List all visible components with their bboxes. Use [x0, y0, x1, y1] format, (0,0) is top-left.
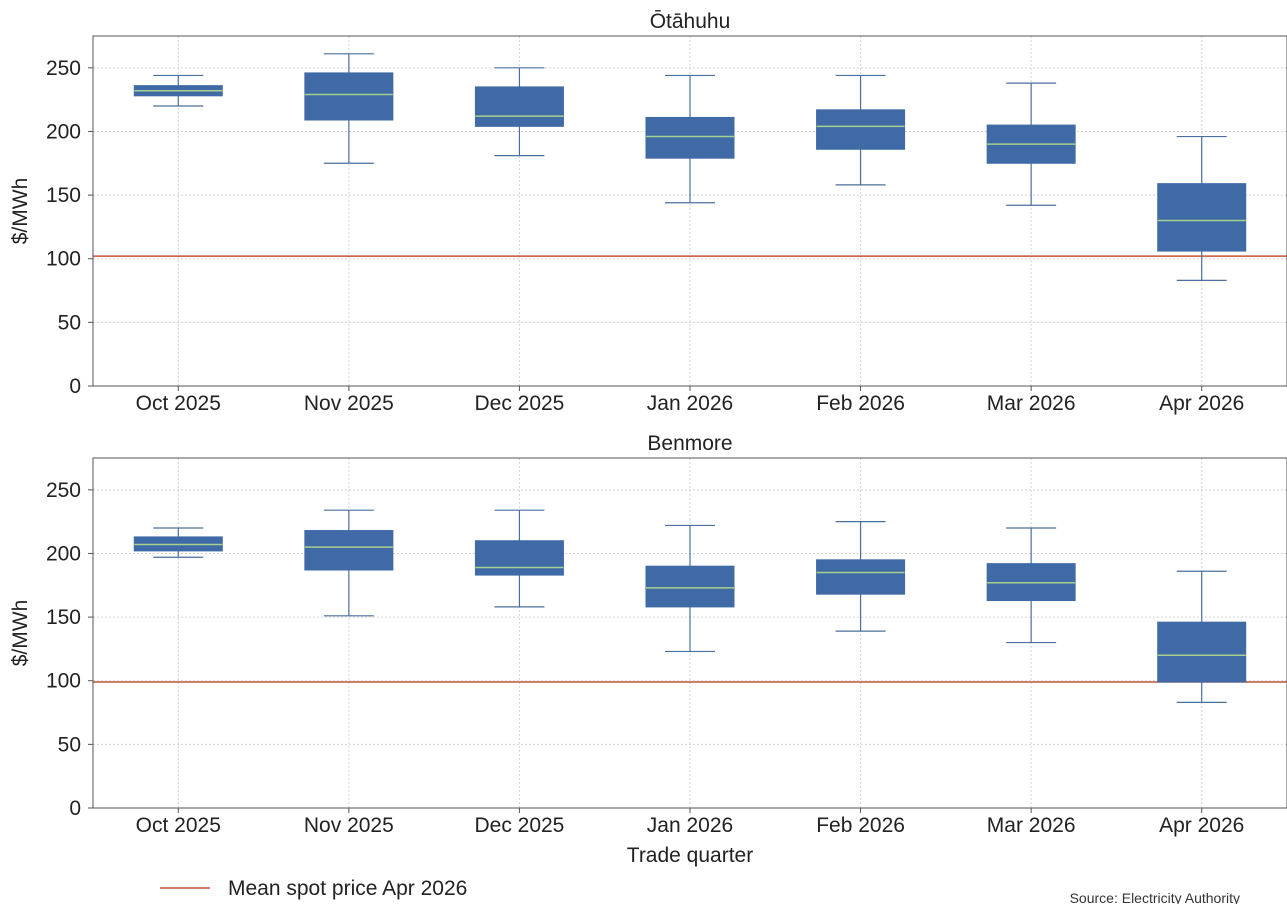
y-tick-label: 200: [46, 542, 81, 565]
y-tick-label: 250: [46, 479, 81, 502]
x-tick-label: Apr 2026: [1159, 814, 1244, 837]
box-dec-2025: [474, 509, 564, 608]
y-tick-label: 0: [69, 797, 81, 820]
y-tick-label: 150: [46, 184, 81, 207]
iqr-box: [645, 565, 735, 608]
panel-1: 0 50 100 150 200 250 Oct 2025 Nov 2025 Dec 2025 J…: [9, 10, 1287, 415]
x-tick-label: Oct 2025: [136, 392, 221, 415]
x-tick-label: Mar 2026: [987, 814, 1076, 837]
legend-label: Mean spot price Apr 2026: [228, 877, 467, 900]
box-jan-2026: [645, 524, 735, 653]
box-nov-2025: [304, 509, 394, 617]
y-tick-label: 50: [58, 311, 81, 334]
panel-title: Benmore: [647, 432, 732, 455]
y-tick-label: 50: [58, 733, 81, 756]
x-tick-label: Oct 2025: [136, 814, 221, 837]
x-axis-label: Trade quarter: [627, 844, 753, 867]
iqr-box: [474, 86, 564, 127]
box-dec-2025: [474, 67, 564, 157]
iqr-box: [645, 116, 735, 159]
x-tick-label: Dec 2025: [474, 814, 564, 837]
y-tick-label: 250: [46, 57, 81, 80]
x-tick-label: Jan 2026: [647, 814, 733, 837]
y-tick-label: 100: [46, 248, 81, 271]
box-feb-2026: [816, 74, 906, 186]
iqr-box: [816, 109, 906, 150]
y-axis-label: $/MWh: [9, 600, 32, 667]
iqr-box: [474, 540, 564, 576]
box-jan-2026: [645, 74, 735, 204]
box-apr-2026: [1157, 570, 1247, 703]
y-tick-label: 100: [46, 670, 81, 693]
iqr-box: [816, 559, 906, 595]
legend: Mean spot price Apr 2026: [160, 877, 467, 900]
y-axis-label: $/MWh: [9, 178, 32, 245]
box-nov-2025: [304, 53, 394, 164]
y-tick-label: 150: [46, 606, 81, 629]
iqr-box: [1157, 621, 1247, 683]
x-tick-label: Nov 2025: [304, 392, 394, 415]
box-mar-2026: [986, 527, 1076, 644]
x-tick-label: Nov 2025: [304, 814, 394, 837]
source-note: Source: Electricity Authority: [1070, 890, 1240, 904]
x-tick-label: Mar 2026: [987, 392, 1076, 415]
panel-2: 0 50 100 150 200 250 Oct 2025 Nov 2025 Dec 2025 J…: [9, 432, 1287, 867]
box-apr-2026: [1157, 135, 1247, 281]
iqr-box: [1157, 183, 1247, 252]
box-feb-2026: [816, 521, 906, 632]
box-oct-2025: [133, 527, 223, 558]
x-tick-label: Apr 2026: [1159, 392, 1244, 415]
iqr-box: [304, 530, 394, 571]
x-tick-label: Jan 2026: [647, 392, 733, 415]
y-tick-label: 200: [46, 120, 81, 143]
x-tick-label: Dec 2025: [474, 392, 564, 415]
x-tick-label: Feb 2026: [816, 814, 905, 837]
iqr-box: [304, 72, 394, 121]
y-tick-label: 0: [69, 375, 81, 398]
panel-title: Ōtāhuhu: [650, 10, 731, 33]
box-mar-2026: [986, 82, 1076, 206]
box-oct-2025: [133, 74, 223, 107]
x-tick-label: Feb 2026: [816, 392, 905, 415]
